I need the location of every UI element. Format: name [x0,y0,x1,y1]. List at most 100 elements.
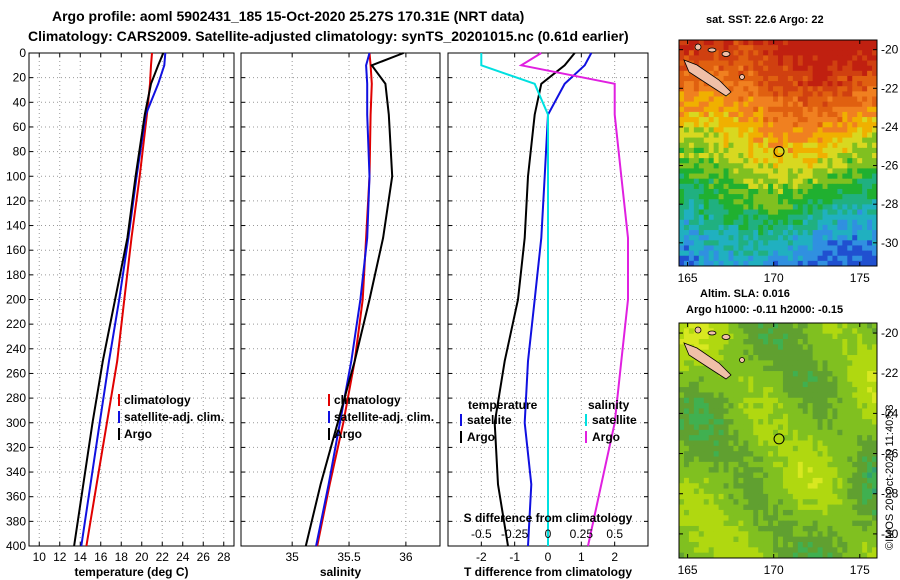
map-cell [792,245,799,251]
map-cell [827,435,833,441]
map-cell [683,153,690,159]
map-cell [723,451,729,457]
map-cell [693,158,700,164]
map-cell [872,323,878,329]
map-cell [787,147,794,154]
map-cell [683,509,690,516]
map-cell [857,349,863,356]
map-cell [787,493,794,500]
map-cell [713,408,719,415]
map-cell [827,541,833,548]
map-cell [743,235,749,241]
map-cell [683,183,690,190]
map-cell [713,435,719,441]
map-cell [748,531,754,538]
map-cell [787,376,794,383]
map-cell [867,219,873,226]
map-cell [842,132,848,138]
map-cell [778,429,784,436]
map-cell [782,541,789,548]
map-cell [867,536,873,543]
map-cell [832,106,838,113]
map-cell [867,541,873,548]
map-cell [782,360,789,367]
map-cell [872,509,878,516]
map-cell [872,117,878,123]
map-cell [802,50,809,56]
map-cell [792,435,799,441]
map-cell [718,183,724,190]
map-cell [862,199,868,205]
map-cell [862,117,868,123]
map-cell [817,515,823,522]
map-cell [822,183,828,190]
map-cell [688,499,695,505]
map-cell [698,376,705,383]
map-cell [827,488,833,495]
map-cell [827,173,833,180]
map-cell [812,96,818,103]
map-cell [802,45,809,51]
map-cell [718,75,724,82]
map-cell [817,122,823,128]
map-cell [817,371,823,377]
map-cell [787,240,794,246]
map-cell [763,403,769,409]
map-cell [822,413,828,420]
map-cell [758,531,764,538]
map-cell [679,467,685,473]
map-cell [822,86,828,92]
map-cell [718,461,724,468]
map-cell [688,142,695,149]
map-cell [698,333,705,340]
map-cell [733,323,739,329]
map-cell [817,376,823,383]
map-cell [847,117,853,123]
map-cell [862,451,868,457]
map-cell [703,65,710,72]
map-cell [837,499,843,505]
map-cell [763,397,769,404]
map-cell [758,224,764,231]
map-cell [787,408,794,415]
map-cell [812,381,818,388]
map-cell [688,429,695,436]
map-cell [782,392,789,399]
map-cell [733,122,739,128]
map-cell [778,445,784,452]
map-cell [812,408,818,415]
map-cell [723,230,729,236]
map-cell [713,483,719,489]
map-cell [693,371,700,377]
map-cell [802,536,809,543]
map-cell [872,344,878,351]
map-cell [679,183,685,190]
map-cell [778,91,784,97]
map-cell [857,219,863,226]
map-cell [688,456,695,463]
map-cell [708,461,715,468]
map-cell [787,467,794,473]
map-cell [743,55,749,61]
map-cell [748,224,754,231]
map-cell [733,60,739,67]
map-cell [728,504,734,511]
map-cell [698,483,705,489]
map-cell [738,55,744,61]
map-cell [802,209,809,216]
map-cell [698,147,705,154]
map-cell [847,387,853,393]
map-cell [832,531,838,538]
map-cell [748,91,754,97]
map-cell [768,387,774,393]
map-cell [768,214,774,221]
map-cell [708,111,715,118]
map-cell [733,467,739,473]
title-line-2: Climatology: CARS2009. Satellite-adjuste… [28,28,629,44]
map-cell [768,163,774,169]
map-cell [857,188,863,195]
map-cell [852,323,858,329]
map-cell [683,323,690,329]
map-cell [792,219,799,226]
map-cell [743,183,749,190]
